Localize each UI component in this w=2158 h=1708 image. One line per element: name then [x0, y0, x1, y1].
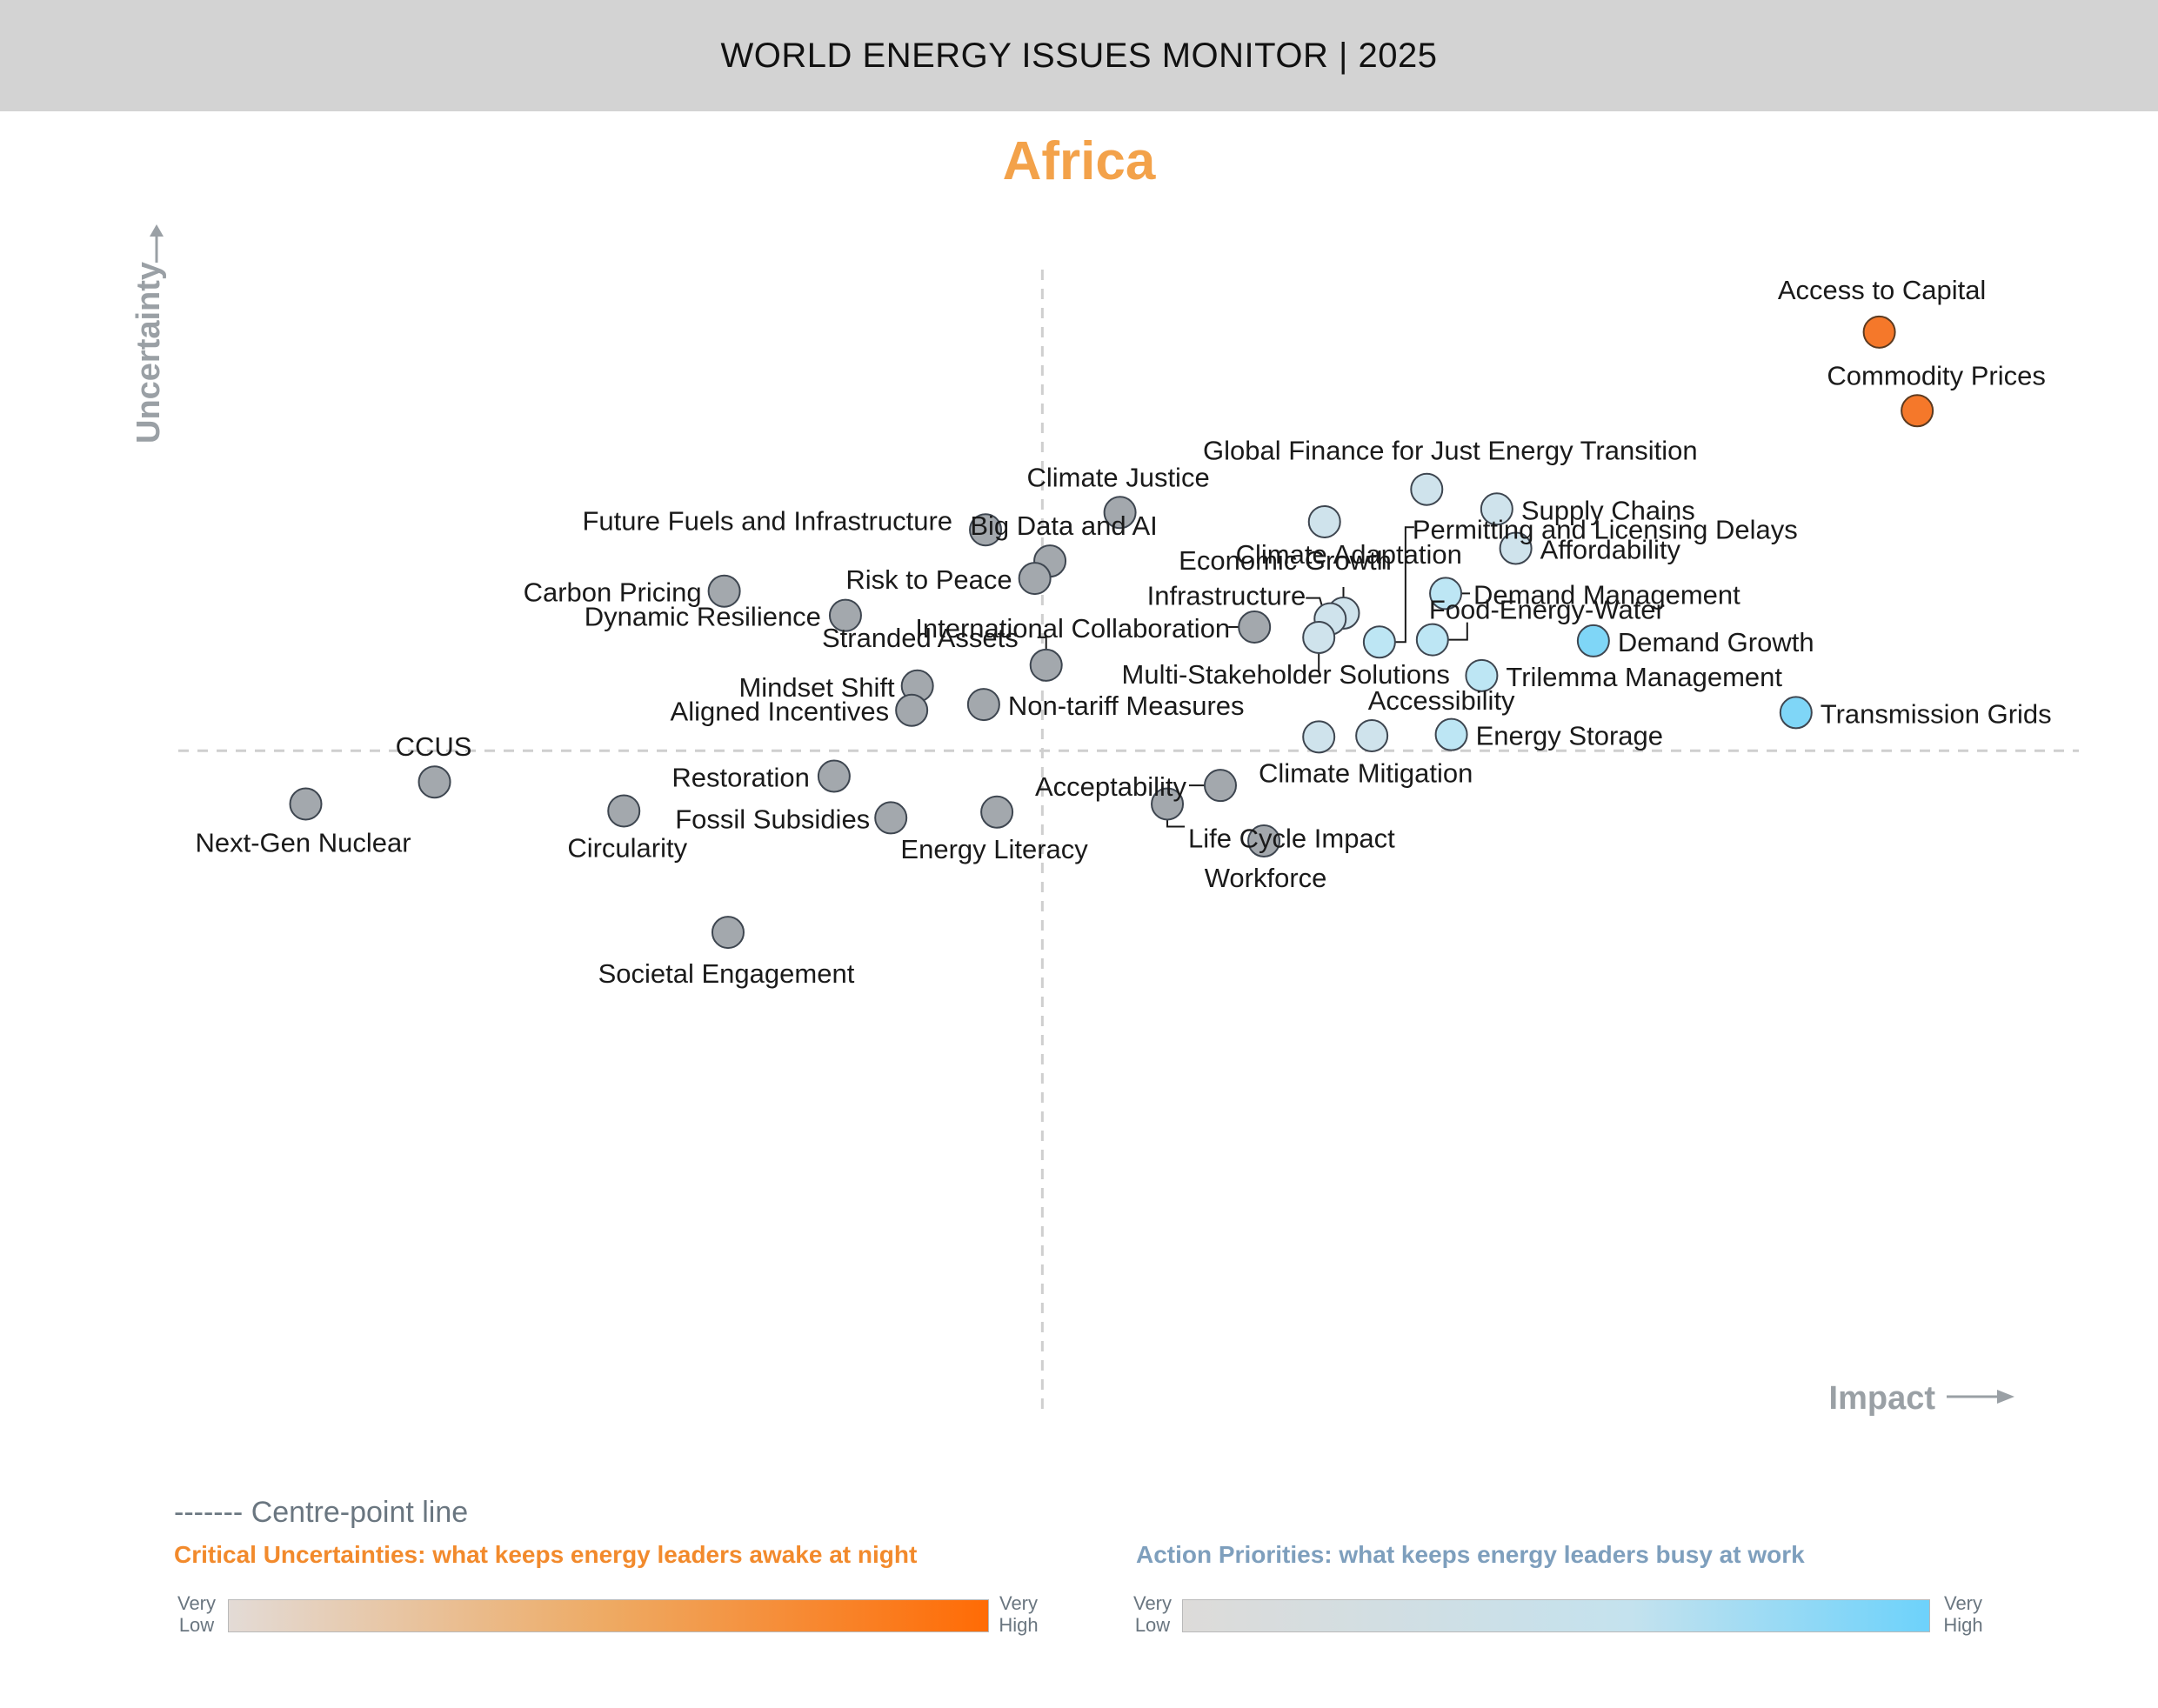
label-affordability: Affordability	[1540, 535, 1681, 565]
point-commodity-prices	[1901, 394, 1934, 428]
label-supply-chains: Supply Chains	[1521, 495, 1695, 525]
x-axis-label: Impact	[1829, 1380, 1936, 1417]
point-carbon-pricing	[707, 574, 741, 608]
y-axis-arrow-head	[150, 224, 164, 237]
label-commodity-prices: Commodity Prices	[1827, 360, 2046, 390]
label-non-tariff-measures: Non-tariff Measures	[1008, 691, 1245, 721]
leader-line-permitting-and-licensing-delays	[1393, 526, 1414, 644]
point-acceptability	[1203, 769, 1237, 803]
point-climate-justice	[1103, 496, 1137, 530]
point-energy-literacy	[980, 795, 1014, 829]
label-access-to-capital: Access to Capital	[1778, 275, 1987, 305]
action-scale-high: Very High	[1943, 1592, 1983, 1636]
leader-line-food-energy-water	[1447, 622, 1468, 641]
point-affordability	[1499, 531, 1533, 565]
point-energy-storage	[1434, 717, 1468, 751]
point-food-energy-water	[1415, 623, 1449, 657]
point-stranded-assets	[1029, 648, 1063, 682]
label-multi-stakeholder-solutions: Multi-Stakeholder Solutions	[1122, 659, 1450, 690]
action-priorities-legend: Action Priorities: what keeps energy lea…	[1136, 1541, 1805, 1568]
point-climate-mitigation	[1302, 720, 1336, 754]
action-scale-low: Very Low	[1132, 1592, 1173, 1636]
point-demand-management	[1429, 577, 1463, 610]
label-transmission-grids: Transmission Grids	[1821, 698, 2052, 729]
label-permitting-and-licensing-delays: Permitting and Licensing Delays	[1413, 514, 1798, 544]
label-energy-storage: Energy Storage	[1476, 721, 1663, 751]
label-societal-engagement: Societal Engagement	[598, 958, 855, 989]
point-life-cycle-impact	[1151, 787, 1185, 821]
label-trilemma-management: Trilemma Management	[1506, 662, 1782, 692]
label-risk-to-peace: Risk to Peace	[845, 564, 1012, 595]
x-axis-arrow-head	[1997, 1390, 2014, 1404]
label-demand-growth: Demand Growth	[1618, 627, 1814, 657]
point-circularity	[607, 794, 641, 828]
point-restoration	[817, 759, 851, 793]
label-fossil-subsidies: Fossil Subsidies	[675, 804, 870, 834]
critical-scale-low: Very Low	[177, 1592, 217, 1636]
point-next-gen-nuclear	[289, 787, 323, 821]
label-global-finance-for-just-energy-transition: Global Finance for Just Energy Transitio…	[1203, 436, 1698, 466]
label-mindset-shift: Mindset Shift	[738, 672, 895, 703]
point-demand-growth	[1576, 624, 1610, 657]
header-bar: WORLD ENERGY ISSUES MONITOR | 2025	[0, 0, 2158, 111]
label-climate-adaptation: Climate Adaptation	[1236, 539, 1462, 570]
point-accessibility	[1355, 718, 1389, 752]
label-workforce: Workforce	[1205, 863, 1327, 893]
label-climate-mitigation: Climate Mitigation	[1259, 757, 1473, 788]
y-axis-label: Uncertainty	[130, 262, 167, 444]
leader-line-life-cycle-impact	[1166, 819, 1186, 828]
point-access-to-capital	[1862, 315, 1896, 349]
point-societal-engagement	[711, 916, 745, 950]
axis-labels: Uncertainty Impact	[130, 224, 2014, 1417]
point-transmission-grids	[1779, 696, 1813, 730]
label-big-data-and-ai: Big Data and AI	[970, 510, 1157, 541]
leader-line-stranded-assets	[1037, 636, 1047, 652]
label-food-energy-water: Food-Energy-Water	[1429, 595, 1665, 625]
label-international-collaboration: International Collaboration	[915, 613, 1230, 644]
critical-scale-high: Very High	[999, 1592, 1039, 1636]
label-ccus: CCUS	[396, 731, 472, 762]
label-carbon-pricing: Carbon Pricing	[524, 577, 702, 608]
label-aligned-incentives: Aligned Incentives	[671, 697, 890, 727]
point-ccus	[418, 765, 451, 799]
point-dynamic-resilience	[828, 598, 862, 632]
point-multi-stakeholder-solutions	[1302, 620, 1336, 654]
label-restoration: Restoration	[671, 763, 810, 793]
label-next-gen-nuclear: Next-Gen Nuclear	[195, 827, 411, 857]
label-infrastructure: Infrastructure	[1147, 581, 1306, 611]
point-climate-adaptation	[1307, 504, 1341, 538]
critical-scale-bar	[228, 1599, 989, 1632]
label-energy-literacy: Energy Literacy	[900, 834, 1088, 864]
header-title: WORLD ENERGY ISSUES MONITOR | 2025	[720, 36, 1438, 75]
point-future-fuels-and-infrastructure	[969, 513, 1003, 547]
label-climate-justice: Climate Justice	[1027, 462, 1210, 492]
label-dynamic-resilience: Dynamic Resilience	[585, 602, 821, 632]
label-future-fuels-and-infrastructure: Future Fuels and Infrastructure	[582, 505, 952, 536]
point-risk-to-peace	[1018, 562, 1052, 596]
centre-line-legend: ------- Centre-point line	[174, 1496, 469, 1529]
point-global-finance-for-just-energy-transition	[1410, 472, 1444, 506]
issues-map-chart: Uncertainty Impact Access to Capital Commo…	[130, 224, 2079, 1417]
point-permitting-and-licensing-delays	[1362, 625, 1396, 659]
region-title: Africa	[1002, 131, 1156, 191]
label-life-cycle-impact: Life Cycle Impact	[1188, 823, 1395, 853]
point-labels: Access to Capital Commodity Prices Global …	[195, 275, 2051, 989]
label-demand-management: Demand Management	[1473, 579, 1740, 610]
point-supply-chains	[1480, 492, 1513, 526]
point-aligned-incentives	[895, 693, 929, 727]
point-trilemma-management	[1465, 658, 1499, 692]
point-international-collaboration	[1238, 610, 1272, 644]
critical-uncertainties-legend: Critical Uncertainties: what keeps energ…	[174, 1541, 918, 1568]
label-economic-growth: Economic Growth	[1179, 545, 1392, 576]
point-non-tariff-measures	[966, 688, 1000, 722]
label-acceptability: Acceptability	[1035, 771, 1187, 802]
label-accessibility: Accessibility	[1368, 685, 1515, 716]
data-points	[289, 315, 1934, 950]
point-fossil-subsidies	[874, 801, 908, 835]
action-scale-bar	[1182, 1599, 1930, 1632]
label-stranded-assets: Stranded Assets	[822, 623, 1019, 653]
centre-point-lines	[178, 270, 2079, 1409]
label-circularity: Circularity	[567, 832, 687, 863]
point-workforce	[1247, 824, 1281, 858]
